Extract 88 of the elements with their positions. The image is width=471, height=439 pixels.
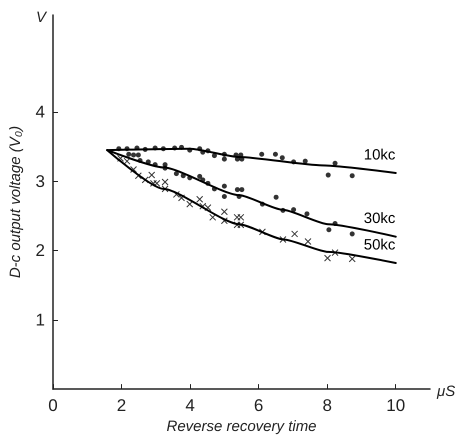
point xyxy=(280,208,286,213)
point xyxy=(332,160,338,166)
point xyxy=(222,156,227,162)
point xyxy=(124,146,130,152)
point xyxy=(220,217,228,224)
point xyxy=(142,146,148,152)
point xyxy=(200,177,206,182)
point xyxy=(291,230,298,238)
series-label: 30kc xyxy=(364,210,396,228)
point xyxy=(131,152,136,158)
point xyxy=(117,154,124,162)
point xyxy=(172,146,178,151)
point xyxy=(291,159,296,164)
point xyxy=(142,176,149,184)
point xyxy=(348,255,356,262)
point xyxy=(212,186,217,192)
point xyxy=(136,152,141,158)
point xyxy=(200,150,206,155)
point xyxy=(274,194,279,200)
point xyxy=(174,171,179,176)
point xyxy=(304,211,310,216)
point xyxy=(236,194,242,200)
text: μS xyxy=(436,383,456,400)
point xyxy=(350,173,355,178)
point xyxy=(124,158,131,165)
point xyxy=(116,146,122,152)
point xyxy=(187,148,192,153)
point xyxy=(212,153,217,158)
point xyxy=(187,175,192,180)
point xyxy=(134,172,142,180)
point xyxy=(222,194,227,200)
point xyxy=(222,184,227,189)
text: V xyxy=(36,9,48,26)
point xyxy=(222,152,227,157)
point xyxy=(350,231,355,236)
point xyxy=(130,166,138,173)
point xyxy=(180,173,186,178)
point xyxy=(153,180,160,187)
point xyxy=(332,249,339,256)
point xyxy=(178,194,186,202)
x-tick-label: 4 xyxy=(185,396,195,416)
point xyxy=(186,200,194,208)
point xyxy=(126,152,132,157)
x-tick-label: 10 xyxy=(386,396,406,416)
point xyxy=(146,159,151,164)
point xyxy=(259,152,264,157)
point xyxy=(324,254,332,262)
x-tick-label: 8 xyxy=(322,396,332,416)
point xyxy=(199,202,206,210)
point xyxy=(291,207,296,212)
point xyxy=(172,190,180,198)
x-tick-label: 6 xyxy=(254,396,264,416)
point xyxy=(326,172,331,178)
point xyxy=(160,146,166,152)
series-label: 10kc xyxy=(364,146,396,164)
y-tick-label: 4 xyxy=(36,102,45,122)
x-tick-label: 2 xyxy=(116,396,126,416)
point xyxy=(302,158,308,164)
point xyxy=(197,174,202,179)
point xyxy=(196,196,204,203)
point xyxy=(205,180,210,186)
point xyxy=(260,202,265,207)
point xyxy=(162,166,168,171)
y-tick-label: 3 xyxy=(36,172,45,191)
point xyxy=(326,227,332,232)
point xyxy=(138,158,143,163)
point xyxy=(280,155,285,160)
point xyxy=(220,208,228,216)
point xyxy=(304,238,312,246)
point xyxy=(258,228,266,236)
point xyxy=(179,144,184,150)
x-tick-label: 0 xyxy=(48,396,58,416)
point xyxy=(239,187,244,192)
point xyxy=(204,204,212,212)
point xyxy=(209,214,216,221)
point xyxy=(152,162,158,168)
x-axis-title: Reverse recovery time xyxy=(166,418,317,435)
point xyxy=(205,148,210,154)
y-tick-label: 1 xyxy=(36,310,45,330)
point xyxy=(234,187,240,192)
point xyxy=(279,236,286,243)
series-label: 50kc xyxy=(364,236,396,254)
y-tick-label: 2 xyxy=(36,241,45,260)
point xyxy=(197,146,202,152)
point xyxy=(152,146,158,151)
point xyxy=(332,221,338,226)
y-axis-title: D-c output voltage (V₀) xyxy=(7,126,24,278)
point xyxy=(272,152,278,157)
